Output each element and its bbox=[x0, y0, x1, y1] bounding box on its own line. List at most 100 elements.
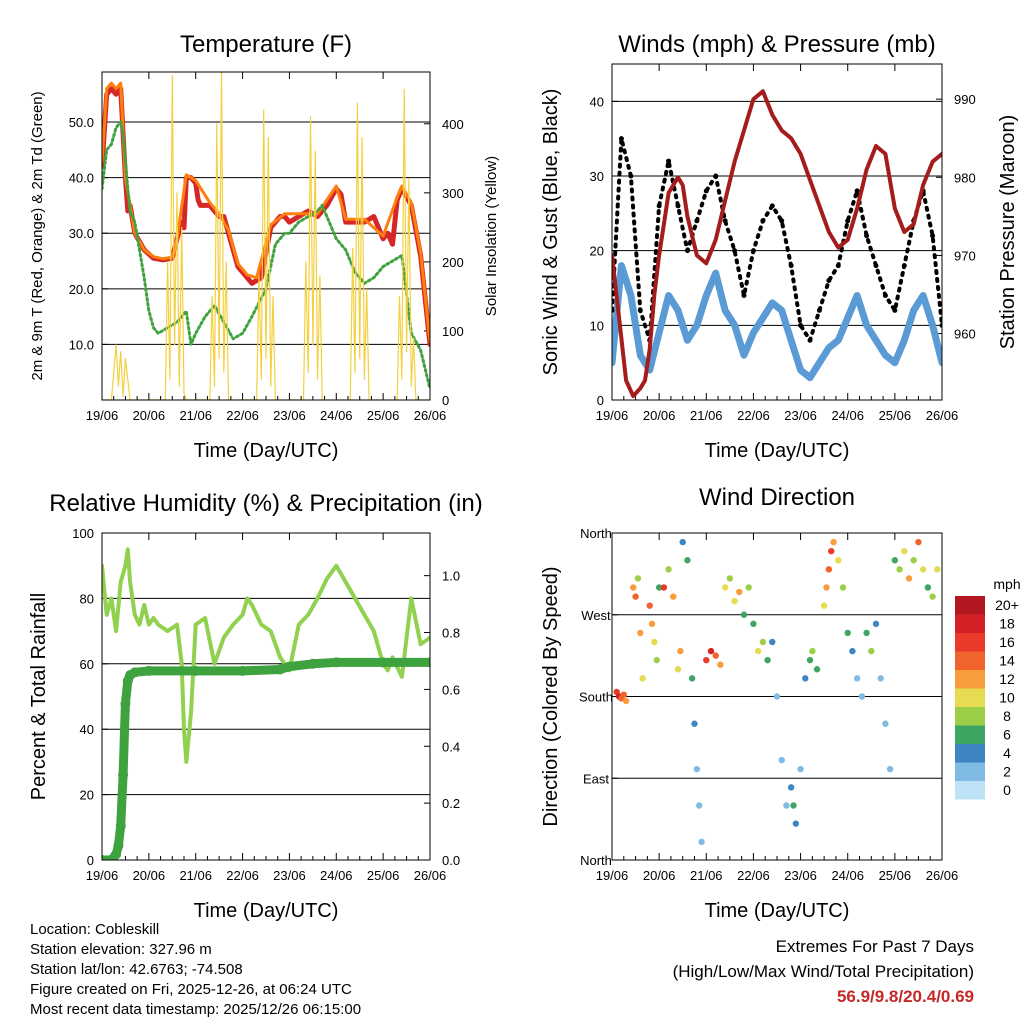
y2-tick-label: 0.2 bbox=[442, 796, 460, 811]
plot-area bbox=[102, 547, 430, 860]
y-tick-label: South bbox=[579, 690, 613, 705]
x-tick-label: 21/06 bbox=[179, 408, 212, 423]
wind-direction-point bbox=[820, 602, 828, 609]
y-tick-label: 10 bbox=[590, 318, 604, 333]
legend-swatch bbox=[955, 725, 985, 744]
panel-1 bbox=[611, 63, 943, 401]
data-point-gust bbox=[769, 203, 775, 209]
x-tick-label: 23/06 bbox=[273, 408, 306, 423]
y2-tick-label: 960 bbox=[954, 327, 976, 342]
extremes-summary: Extremes For Past 7 Days (High/Low/Max W… bbox=[673, 934, 974, 1009]
x-axis-label: Time (Day/UTC) bbox=[705, 440, 850, 462]
wind-direction-point bbox=[858, 693, 866, 700]
wind-direction-point bbox=[745, 584, 752, 591]
legend-label: 0 bbox=[1003, 782, 1011, 798]
x-axis-label: Time (Day/UTC) bbox=[194, 440, 339, 462]
y-axis-label: Direction (Colored By Speed) bbox=[540, 566, 562, 826]
wind-direction-point bbox=[750, 620, 757, 628]
legend-label: 6 bbox=[1003, 727, 1011, 743]
y2-tick-label: 990 bbox=[954, 92, 976, 107]
data-point-gust bbox=[713, 173, 719, 179]
x-tick-label: 20/06 bbox=[133, 408, 166, 423]
wind-direction-point bbox=[802, 675, 809, 682]
y2-tick-label: 400 bbox=[442, 117, 464, 132]
data-point-gust bbox=[873, 263, 879, 269]
x-tick-label: 25/06 bbox=[879, 868, 912, 883]
data-point-gust bbox=[694, 218, 700, 224]
data-point-gust bbox=[826, 278, 832, 284]
legend-swatch bbox=[955, 596, 985, 615]
y2-tick-label: 980 bbox=[954, 170, 976, 185]
wind-direction-point bbox=[721, 584, 729, 591]
data-point-gust bbox=[637, 307, 643, 313]
series-line-total-rainfall bbox=[102, 657, 430, 860]
plot-area bbox=[613, 538, 941, 846]
y-tick-label: 10.0 bbox=[69, 337, 94, 352]
data-point-total-rainfall bbox=[331, 657, 342, 668]
y2-tick-label: 1.0 bbox=[442, 569, 460, 584]
wind-direction-point bbox=[872, 620, 880, 628]
y2-tick-label: 970 bbox=[954, 248, 976, 263]
plot-frame bbox=[101, 532, 431, 861]
panel-2 bbox=[101, 532, 431, 861]
y-tick-label: West bbox=[581, 608, 611, 623]
data-point-total-rainfall bbox=[275, 664, 286, 675]
wind-direction-point bbox=[703, 656, 710, 664]
latlon-text: Station lat/lon: 42.6763; -74.508 bbox=[30, 961, 243, 978]
plot-frame bbox=[101, 71, 431, 401]
wind-direction-point bbox=[674, 666, 682, 673]
y2-tick-label: 0.6 bbox=[442, 682, 460, 697]
legend-swatch bbox=[955, 707, 985, 726]
station-info: Location: Cobleskill Station elevation: … bbox=[30, 920, 361, 1020]
x-tick-label: 19/06 bbox=[596, 868, 629, 883]
data-point-gust bbox=[798, 322, 804, 328]
plot-frame bbox=[611, 63, 943, 401]
data-point-total-rainfall bbox=[190, 665, 201, 676]
wind-direction-point bbox=[910, 557, 917, 564]
wind-direction-point bbox=[679, 538, 686, 546]
data-point-total-rainfall bbox=[143, 665, 154, 676]
legend-label: 20+ bbox=[995, 597, 1019, 613]
wind-direction-point bbox=[813, 666, 821, 673]
y2-tick-label: 0.8 bbox=[442, 626, 460, 641]
data-point-total-rainfall bbox=[102, 855, 107, 860]
x-tick-label: 22/06 bbox=[737, 408, 770, 423]
y-tick-label: North bbox=[580, 526, 612, 541]
plot-frame bbox=[611, 532, 943, 861]
wind-direction-point bbox=[655, 584, 663, 591]
wind-direction-point bbox=[726, 575, 734, 582]
wind-direction-point bbox=[823, 584, 830, 591]
wind-direction-point bbox=[646, 602, 653, 609]
y-tick-label: 0 bbox=[87, 853, 94, 868]
y-axis-label: Percent & Total Rainfall bbox=[28, 593, 50, 801]
data-point-gust bbox=[612, 307, 615, 313]
wind-direction-point bbox=[754, 647, 762, 655]
data-point-gust bbox=[807, 337, 813, 343]
data-point-total-rainfall bbox=[425, 657, 430, 668]
chart-title: Temperature (F) bbox=[180, 31, 352, 58]
x-tick-label: 24/06 bbox=[320, 408, 353, 423]
y-tick-label: 0 bbox=[597, 393, 604, 408]
wind-direction-point bbox=[670, 593, 677, 600]
y-tick-label: 80 bbox=[80, 591, 94, 606]
y2-tick-label: 200 bbox=[442, 255, 464, 270]
wind-direction-point bbox=[731, 597, 738, 605]
legend-label: 16 bbox=[999, 634, 1015, 650]
data-point-total-rainfall bbox=[307, 658, 318, 669]
wind-direction-point bbox=[896, 566, 903, 573]
legend-label: 10 bbox=[999, 690, 1015, 706]
wind-direction-point bbox=[901, 547, 908, 555]
extremes-subtitle: (High/Low/Max Wind/Total Precipitation) bbox=[672, 962, 974, 981]
legend-swatch bbox=[955, 633, 985, 652]
x-tick-label: 20/06 bbox=[133, 868, 166, 883]
data-point-gust bbox=[666, 158, 672, 164]
x-tick-label: 22/06 bbox=[737, 868, 770, 883]
plot-area bbox=[612, 89, 942, 399]
wind-direction-point bbox=[830, 538, 837, 546]
x-tick-label: 25/06 bbox=[879, 408, 912, 423]
y-tick-label: 40.0 bbox=[69, 171, 94, 186]
plot-area bbox=[102, 72, 430, 400]
data-point-gust bbox=[882, 292, 888, 298]
wind-direction-point bbox=[905, 575, 913, 582]
y2-tick-label: 100 bbox=[442, 324, 464, 339]
